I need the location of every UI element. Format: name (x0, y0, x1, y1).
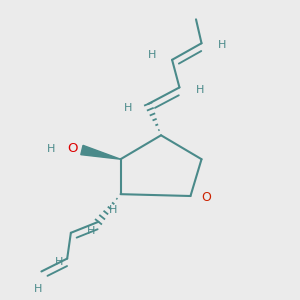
Text: H: H (109, 205, 117, 215)
Text: O: O (68, 142, 78, 155)
Text: H: H (55, 257, 63, 267)
Polygon shape (81, 145, 121, 159)
Text: H: H (34, 284, 42, 294)
Text: H: H (124, 103, 132, 113)
Text: H: H (196, 85, 204, 95)
Text: H: H (46, 144, 55, 154)
Text: H: H (218, 40, 226, 50)
Text: H: H (148, 50, 156, 60)
Text: O: O (201, 191, 211, 204)
Text: H: H (87, 226, 95, 236)
